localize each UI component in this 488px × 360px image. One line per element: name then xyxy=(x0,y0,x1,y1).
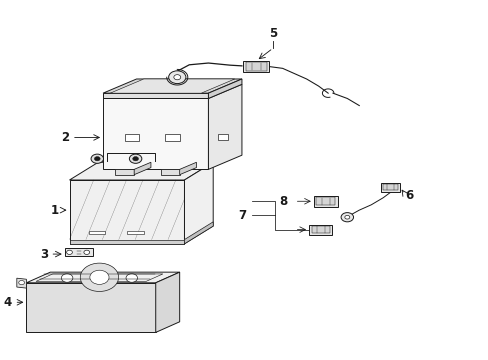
Bar xyxy=(245,62,266,71)
Circle shape xyxy=(90,270,109,284)
Circle shape xyxy=(80,263,119,292)
Polygon shape xyxy=(103,93,208,99)
Circle shape xyxy=(132,157,138,161)
Circle shape xyxy=(168,71,185,84)
Text: 1: 1 xyxy=(51,204,59,217)
Text: 5: 5 xyxy=(268,27,277,40)
Polygon shape xyxy=(208,79,242,99)
Polygon shape xyxy=(115,169,134,175)
Text: 8: 8 xyxy=(279,195,287,208)
Bar xyxy=(380,183,399,192)
Circle shape xyxy=(19,280,24,285)
Circle shape xyxy=(94,157,100,161)
Polygon shape xyxy=(155,272,179,332)
Circle shape xyxy=(341,213,353,222)
Bar xyxy=(165,134,179,141)
Circle shape xyxy=(126,274,137,282)
Bar xyxy=(124,134,139,141)
Polygon shape xyxy=(26,272,179,283)
Polygon shape xyxy=(208,84,242,169)
Circle shape xyxy=(84,250,89,255)
Text: 6: 6 xyxy=(404,189,412,202)
Bar xyxy=(218,134,227,140)
Bar xyxy=(127,231,143,234)
Polygon shape xyxy=(110,79,234,93)
Bar xyxy=(88,231,105,234)
Polygon shape xyxy=(103,99,208,169)
Bar xyxy=(243,61,269,72)
Bar xyxy=(383,184,397,190)
Bar xyxy=(316,197,335,205)
Polygon shape xyxy=(69,162,213,180)
Circle shape xyxy=(61,274,73,282)
Text: 3: 3 xyxy=(40,248,48,261)
Circle shape xyxy=(173,75,181,80)
Circle shape xyxy=(91,154,103,163)
Circle shape xyxy=(94,274,105,282)
Circle shape xyxy=(129,154,142,163)
Circle shape xyxy=(66,250,72,255)
Polygon shape xyxy=(17,278,26,288)
Polygon shape xyxy=(184,162,213,244)
Bar xyxy=(64,248,93,256)
Bar xyxy=(309,225,332,235)
Text: 4: 4 xyxy=(4,296,12,309)
Polygon shape xyxy=(134,162,151,175)
Polygon shape xyxy=(103,79,242,93)
Polygon shape xyxy=(160,169,179,175)
Polygon shape xyxy=(26,283,155,332)
Polygon shape xyxy=(69,239,184,244)
Polygon shape xyxy=(179,162,196,175)
Polygon shape xyxy=(184,222,213,244)
Text: 2: 2 xyxy=(61,131,69,144)
Text: 7: 7 xyxy=(238,209,246,222)
Bar xyxy=(311,226,329,233)
Polygon shape xyxy=(69,180,184,244)
Circle shape xyxy=(344,215,349,219)
Bar xyxy=(313,196,337,207)
